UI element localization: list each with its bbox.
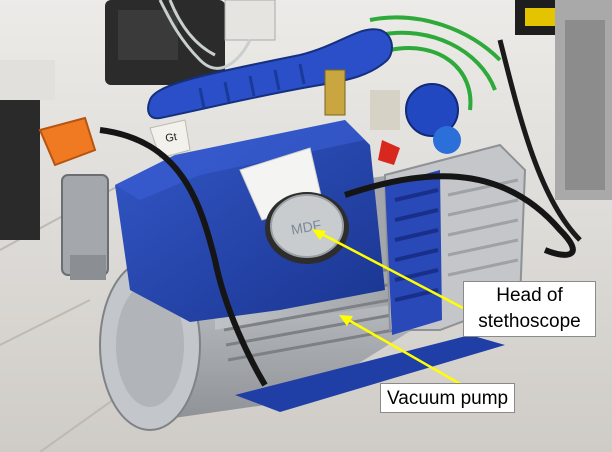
background-equipment xyxy=(0,0,612,240)
arrow-tip-pump xyxy=(339,315,353,326)
arrow-head-of-stethoscope xyxy=(317,230,464,310)
arrow-tip-stethoscope xyxy=(312,229,326,240)
pressure-sensor xyxy=(38,116,109,280)
callout-head-line1: Head of xyxy=(496,285,563,306)
green-cables xyxy=(369,15,502,111)
callout-vacuum-pump: Vacuum pump xyxy=(380,383,516,413)
pump-handle xyxy=(147,28,393,120)
callout-head-of-stethoscope: Head of stethoscope xyxy=(463,281,596,337)
pump-body xyxy=(115,120,385,322)
black-cable-right xyxy=(497,39,582,242)
callout-head-line2: stethoscope xyxy=(478,311,581,332)
arrow-vacuum-pump xyxy=(344,316,463,387)
pump-base xyxy=(235,335,505,412)
cable-tag-text: Gt xyxy=(164,131,178,145)
stethoscope-tube-right xyxy=(344,173,576,258)
pump-valves xyxy=(324,69,461,165)
stethoscope-head: MDF xyxy=(265,192,349,264)
stethoscope-tube xyxy=(99,127,268,387)
spiral-hose xyxy=(158,0,252,70)
annotation-arrows xyxy=(312,229,464,387)
stethoscope-brand: MDF xyxy=(290,217,323,238)
